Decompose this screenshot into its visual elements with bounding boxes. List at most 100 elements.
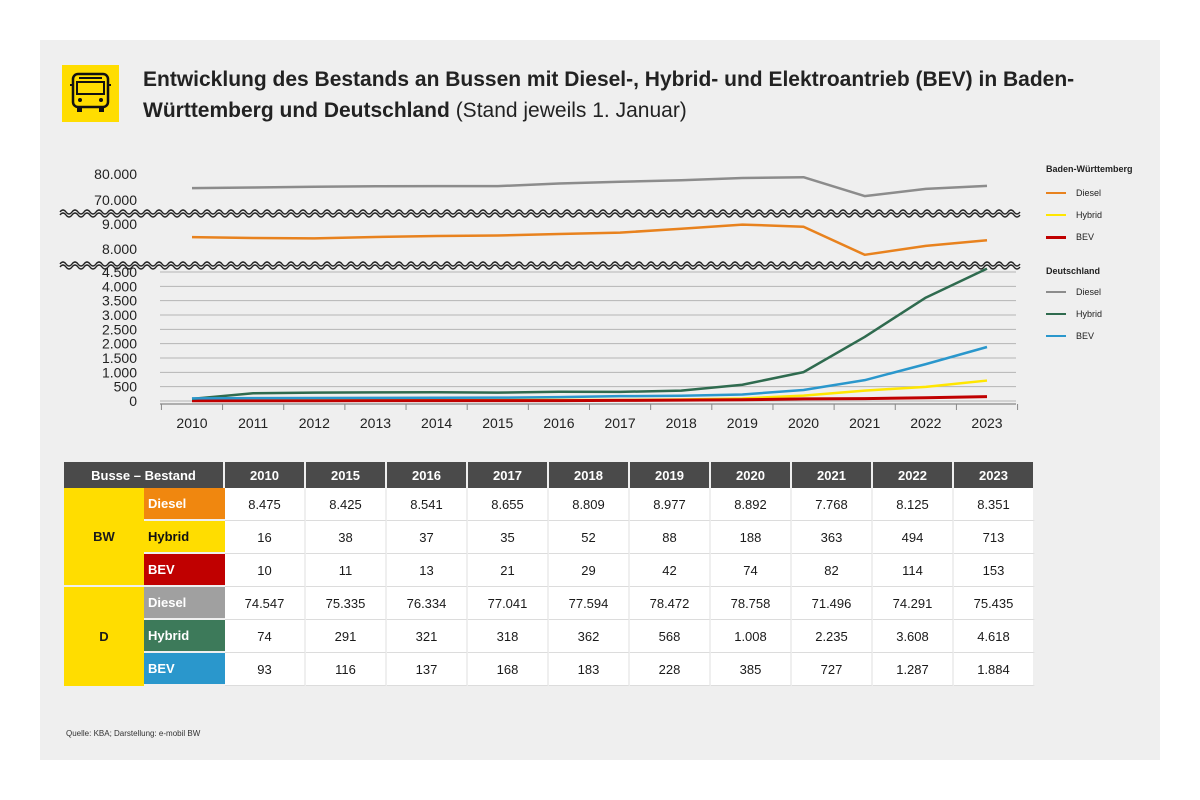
table-cell: 1.008 bbox=[711, 620, 792, 653]
table-cell: 75.335 bbox=[306, 587, 387, 620]
table-cell: 82 bbox=[792, 554, 873, 587]
table-cell: 2.235 bbox=[792, 620, 873, 653]
table-cell: 153 bbox=[954, 554, 1035, 587]
table-cell: 494 bbox=[873, 521, 954, 554]
x-tick-label: 2019 bbox=[727, 415, 758, 431]
y-tick-label: 2.500 bbox=[102, 321, 137, 337]
axis-break bbox=[59, 264, 1021, 270]
x-tick-label: 2022 bbox=[910, 415, 941, 431]
table-cell: 77.594 bbox=[549, 587, 630, 620]
table-cell: 3.608 bbox=[873, 620, 954, 653]
y-tick-label: 3.500 bbox=[102, 293, 137, 309]
x-tick-label: 2015 bbox=[482, 415, 513, 431]
data-table: Busse – Bestand 2010 2015 2016 2017 2018… bbox=[64, 462, 1035, 686]
legend-swatch bbox=[1046, 235, 1066, 239]
table-row: Hybrid 16 38 37 35 52 88 188 363 494 713 bbox=[64, 521, 1035, 554]
table-cell: 727 bbox=[792, 653, 873, 686]
legend-item-bw-hybrid: Hybrid bbox=[1046, 209, 1102, 221]
table-cell: 8.655 bbox=[468, 488, 549, 521]
source-note: Quelle: KBA; Darstellung: e-mobil BW bbox=[66, 729, 201, 738]
table-cell: 37 bbox=[387, 521, 468, 554]
legend-label: BEV bbox=[1076, 232, 1095, 242]
table-cell: 8.425 bbox=[306, 488, 387, 521]
y-tick-label: 4.000 bbox=[102, 278, 137, 294]
legend-label: Diesel bbox=[1076, 287, 1102, 297]
table-header-cell: 2023 bbox=[954, 462, 1035, 488]
x-tick-label: 2018 bbox=[666, 415, 697, 431]
x-tick-label: 2020 bbox=[788, 415, 819, 431]
x-tick-label: 2023 bbox=[971, 415, 1002, 431]
legend-item-d-bev: BEV bbox=[1046, 330, 1094, 342]
table-header-cell: 2018 bbox=[549, 462, 630, 488]
table-cell: 8.475 bbox=[225, 488, 306, 521]
table-cell: 568 bbox=[630, 620, 711, 653]
table-cell: 363 bbox=[792, 521, 873, 554]
row-label: Hybrid bbox=[143, 521, 225, 554]
legend-label: BEV bbox=[1076, 331, 1095, 341]
table-row: BEV 93 116 137 168 183 228 385 727 1.287 1.884 bbox=[64, 653, 1035, 686]
x-tick-label: 2010 bbox=[176, 415, 207, 431]
y-tick-label: 1.500 bbox=[102, 350, 137, 366]
table-cell: 1.884 bbox=[954, 653, 1035, 686]
legend-swatch bbox=[1046, 291, 1066, 293]
table-cell: 8.809 bbox=[549, 488, 630, 521]
axis-break bbox=[59, 212, 1021, 218]
table-cell: 38 bbox=[306, 521, 387, 554]
table-cell: 318 bbox=[468, 620, 549, 653]
chart-title: Entwicklung des Bestands an Bussen mit D… bbox=[143, 64, 1103, 126]
y-tick-label: 1.000 bbox=[102, 364, 137, 380]
table-header-cell: 2016 bbox=[387, 462, 468, 488]
legend-label: Diesel bbox=[1076, 188, 1102, 198]
table-cell: 385 bbox=[711, 653, 792, 686]
row-label: Hybrid bbox=[143, 620, 225, 653]
table-header-cell: 2020 bbox=[711, 462, 792, 488]
y-tick-label: 70.000 bbox=[94, 192, 137, 208]
y-tick-label: 80.000 bbox=[94, 166, 137, 182]
legend-item-bw-diesel: Diesel bbox=[1046, 187, 1101, 199]
table-cell: 78.758 bbox=[711, 587, 792, 620]
legend-label: Hybrid bbox=[1076, 309, 1103, 319]
row-label: BEV bbox=[143, 653, 225, 686]
series-line-deutschland-diesel bbox=[191, 175, 988, 198]
table-cell: 183 bbox=[549, 653, 630, 686]
y-tick-label: 4.500 bbox=[102, 264, 137, 280]
table-cell: 93 bbox=[225, 653, 306, 686]
table-cell: 35 bbox=[468, 521, 549, 554]
table-cell: 29 bbox=[549, 554, 630, 587]
table-cell: 76.334 bbox=[387, 587, 468, 620]
table-cell: 114 bbox=[873, 554, 954, 587]
table-cell: 188 bbox=[711, 521, 792, 554]
x-tick-label: 2021 bbox=[849, 415, 880, 431]
legend-swatch bbox=[1046, 214, 1066, 216]
table-cell: 88 bbox=[630, 521, 711, 554]
table-cell: 74.291 bbox=[873, 587, 954, 620]
table-cell: 116 bbox=[306, 653, 387, 686]
table-cell: 1.287 bbox=[873, 653, 954, 686]
legend-swatch bbox=[1046, 335, 1066, 337]
axis-break bbox=[59, 261, 1021, 267]
table-header-cell: 2017 bbox=[468, 462, 549, 488]
table-cell: 13 bbox=[387, 554, 468, 587]
table-header-cell: 2022 bbox=[873, 462, 954, 488]
legend-title-d: Deutschland bbox=[1046, 266, 1101, 276]
table-cell: 11 bbox=[306, 554, 387, 587]
legend-label: Hybrid bbox=[1076, 210, 1103, 220]
table-cell: 77.041 bbox=[468, 587, 549, 620]
x-tick-label: 2013 bbox=[360, 415, 391, 431]
legend-item-d-diesel: Diesel bbox=[1046, 286, 1101, 298]
row-label: Diesel bbox=[143, 587, 225, 620]
table-cell: 52 bbox=[549, 521, 630, 554]
table-cell: 10 bbox=[225, 554, 306, 587]
x-tick-label: 2016 bbox=[543, 415, 574, 431]
table-cell: 228 bbox=[630, 653, 711, 686]
table-header-cell: Busse – Bestand bbox=[64, 462, 225, 488]
table-cell: 78.472 bbox=[630, 587, 711, 620]
legend-item-bw-bev: BEV bbox=[1046, 231, 1094, 243]
table-cell: 8.351 bbox=[954, 488, 1035, 521]
series-line-badenwrttemberg-diesel bbox=[191, 223, 988, 257]
table-cell: 42 bbox=[630, 554, 711, 587]
axis-break bbox=[59, 209, 1021, 215]
table-cell: 16 bbox=[225, 521, 306, 554]
series-line-badenwrttemberg-bev bbox=[192, 395, 988, 403]
